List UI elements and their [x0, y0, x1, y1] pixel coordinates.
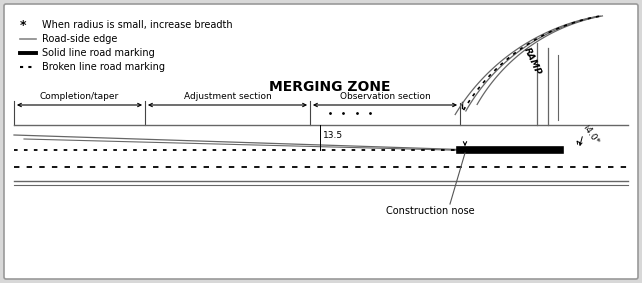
- Text: Adjustment section: Adjustment section: [184, 92, 272, 101]
- Text: Completion/taper: Completion/taper: [40, 92, 119, 101]
- FancyBboxPatch shape: [4, 4, 638, 279]
- Text: Observation section: Observation section: [340, 92, 430, 101]
- Text: When radius is small, increase breadth: When radius is small, increase breadth: [42, 20, 232, 30]
- Text: ≀4.0*: ≀4.0*: [580, 123, 600, 147]
- Text: Construction nose: Construction nose: [386, 206, 474, 216]
- Text: 13.5: 13.5: [323, 131, 343, 140]
- Text: Solid line road marking: Solid line road marking: [42, 48, 155, 58]
- Text: MERGING ZONE: MERGING ZONE: [269, 80, 391, 94]
- Text: Broken line road marking: Broken line road marking: [42, 62, 165, 72]
- Text: Road-side edge: Road-side edge: [42, 34, 117, 44]
- Text: *: *: [20, 18, 26, 31]
- Text: RAMP: RAMP: [522, 46, 542, 76]
